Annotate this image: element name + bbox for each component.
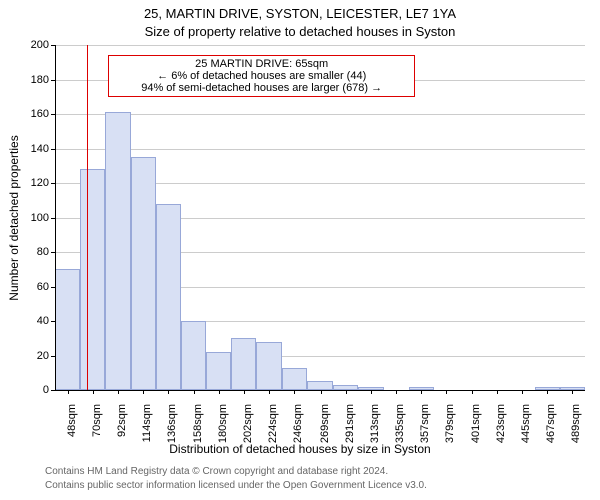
annotation-line: 25 MARTIN DRIVE: 65sqm (115, 58, 408, 70)
x-tick-mark (68, 390, 69, 394)
x-tick-label: 291sqm (344, 404, 356, 443)
y-tick-label: 200 (25, 39, 49, 51)
x-tick-mark (244, 390, 245, 394)
x-tick-label: 114sqm (141, 404, 153, 442)
x-tick-mark (143, 390, 144, 394)
x-tick-mark (472, 390, 473, 394)
gridline (55, 114, 585, 115)
y-tick-label: 60 (25, 281, 49, 293)
chart-title-sub: Size of property relative to detached ho… (0, 24, 600, 39)
histogram-bar (181, 321, 206, 390)
y-tick-label: 80 (25, 246, 49, 258)
x-tick-label: 489sqm (570, 404, 582, 443)
histogram-bar (256, 342, 281, 390)
x-tick-mark (547, 390, 548, 394)
x-tick-mark (371, 390, 372, 394)
reference-line (87, 45, 88, 390)
x-tick-label: 445sqm (520, 404, 532, 443)
footer-line-2: Contains public sector information licen… (45, 480, 427, 491)
x-tick-mark (219, 390, 220, 394)
x-tick-label: 70sqm (91, 404, 103, 437)
histogram-bar (307, 381, 333, 390)
x-tick-label: 401sqm (470, 404, 482, 443)
histogram-bar (131, 157, 156, 390)
histogram-bar (282, 368, 307, 390)
gridline (55, 149, 585, 150)
x-tick-label: 224sqm (267, 404, 279, 443)
annotation-line: ← 6% of detached houses are smaller (44) (115, 70, 408, 82)
x-tick-mark (168, 390, 169, 394)
y-axis-label: Number of detached properties (7, 135, 21, 300)
x-tick-label: 158sqm (192, 404, 204, 443)
chart-title-main: 25, MARTIN DRIVE, SYSTON, LEICESTER, LE7… (0, 6, 600, 21)
chart-container: 25, MARTIN DRIVE, SYSTON, LEICESTER, LE7… (0, 0, 600, 500)
x-axis-label: Distribution of detached houses by size … (0, 442, 600, 456)
x-tick-label: 335sqm (394, 404, 406, 443)
x-tick-mark (572, 390, 573, 394)
x-tick-label: 246sqm (292, 404, 304, 443)
histogram-bar (80, 169, 105, 390)
annotation-box: 25 MARTIN DRIVE: 65sqm← 6% of detached h… (108, 55, 415, 97)
y-tick-label: 180 (25, 74, 49, 86)
x-tick-mark (118, 390, 119, 394)
y-tick-label: 100 (25, 212, 49, 224)
x-tick-mark (522, 390, 523, 394)
x-tick-label: 92sqm (116, 404, 128, 437)
y-tick-label: 140 (25, 143, 49, 155)
x-tick-label: 269sqm (319, 404, 331, 443)
x-tick-mark (321, 390, 322, 394)
x-tick-label: 202sqm (242, 404, 254, 443)
x-tick-mark (446, 390, 447, 394)
x-tick-mark (497, 390, 498, 394)
x-tick-label: 180sqm (217, 404, 229, 443)
y-axis-line (55, 45, 56, 390)
x-tick-mark (346, 390, 347, 394)
annotation-line: 94% of semi-detached houses are larger (… (115, 82, 408, 94)
y-tick-label: 160 (25, 108, 49, 120)
histogram-bar (206, 352, 231, 390)
footer-line-1: Contains HM Land Registry data © Crown c… (45, 466, 388, 477)
histogram-bar (156, 204, 181, 390)
histogram-bar (105, 112, 130, 390)
histogram-bar (55, 269, 80, 390)
x-tick-label: 48sqm (66, 404, 78, 437)
x-tick-label: 423sqm (495, 404, 507, 443)
x-tick-mark (269, 390, 270, 394)
x-tick-mark (294, 390, 295, 394)
gridline (55, 45, 585, 46)
y-tick-label: 40 (25, 315, 49, 327)
x-tick-label: 313sqm (369, 404, 381, 443)
x-tick-mark (194, 390, 195, 394)
x-tick-label: 467sqm (545, 404, 557, 443)
x-tick-label: 136sqm (166, 404, 178, 443)
y-tick-label: 0 (25, 384, 49, 396)
x-tick-mark (421, 390, 422, 394)
x-tick-label: 357sqm (419, 404, 431, 443)
x-tick-mark (396, 390, 397, 394)
y-tick-label: 120 (25, 177, 49, 189)
x-tick-mark (93, 390, 94, 394)
histogram-bar (231, 338, 256, 390)
x-tick-label: 379sqm (444, 404, 456, 443)
y-tick-label: 20 (25, 350, 49, 362)
